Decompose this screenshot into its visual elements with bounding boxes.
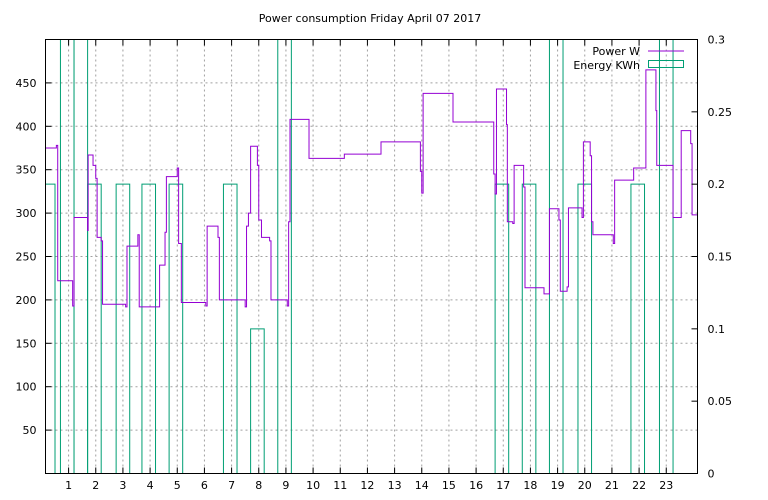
x-tick-label: 16 — [469, 479, 483, 492]
y2-tick-label: 0 — [708, 468, 715, 481]
y2-tick-label: 0.2 — [708, 178, 726, 191]
x-tick-label: 15 — [442, 479, 456, 492]
x-tick-label: 12 — [360, 479, 374, 492]
y2-tick-label: 0.15 — [708, 251, 733, 264]
x-tick-label: 21 — [605, 479, 619, 492]
x-tick-label: 1 — [65, 479, 72, 492]
x-tick-label: 19 — [551, 479, 565, 492]
energy-bar — [168, 183, 184, 474]
x-tick-label: 11 — [333, 479, 347, 492]
grid-layer — [45, 39, 698, 474]
energy-bar — [630, 183, 646, 474]
chart-title: Power consumption Friday April 07 2017 — [259, 12, 481, 25]
energy-bar — [577, 183, 593, 474]
y2-tick-label: 0.1 — [708, 323, 726, 336]
x-tick-label: 14 — [415, 479, 429, 492]
y2-tick-label: 0.3 — [708, 34, 726, 47]
x-tick-label: 2 — [92, 479, 99, 492]
x-tick-label: 7 — [228, 479, 235, 492]
x-tick-label: 6 — [201, 479, 208, 492]
axis-ticks: 1 2 3 4 5 6 7 8 9 10 11 12 13 14 15 16 17 18 19 20 21 22 23501… — [16, 34, 733, 493]
y2-tick-label: 0.05 — [708, 395, 733, 408]
y-tick-label: 250 — [16, 251, 37, 264]
x-tick-label: 9 — [282, 479, 289, 492]
y-tick-label: 350 — [16, 164, 37, 177]
legend: Power W Energy KWh — [573, 45, 684, 72]
legend-label-power: Power W — [592, 45, 640, 58]
y-tick-label: 200 — [16, 294, 37, 307]
energy-bar — [115, 183, 131, 474]
x-tick-label: 23 — [659, 479, 673, 492]
legend-label-energy: Energy KWh — [573, 59, 640, 72]
power-series-line — [45, 69, 698, 308]
y-tick-label: 150 — [16, 337, 37, 350]
x-tick-label: 5 — [174, 479, 181, 492]
x-tick-label: 3 — [119, 479, 126, 492]
x-tick-label: 8 — [255, 479, 262, 492]
y2-tick-label: 0.25 — [708, 106, 733, 119]
x-tick-label: 10 — [306, 479, 320, 492]
energy-bar — [277, 39, 292, 474]
y-tick-label: 300 — [16, 207, 37, 220]
x-tick-label: 22 — [632, 479, 646, 492]
energy-bar — [87, 183, 102, 474]
energy-bar — [250, 328, 265, 474]
y-tick-label: 100 — [16, 381, 37, 394]
x-tick-label: 18 — [523, 479, 537, 492]
energy-bar — [222, 183, 238, 474]
energy-bar — [494, 183, 510, 474]
y-tick-label: 450 — [16, 77, 37, 90]
x-tick-label: 20 — [578, 479, 592, 492]
energy-bar — [521, 183, 537, 474]
power-line — [45, 69, 698, 308]
y-tick-label: 50 — [23, 424, 37, 437]
x-tick-label: 13 — [388, 479, 402, 492]
x-tick-label: 4 — [147, 479, 154, 492]
energy-bar — [141, 183, 157, 474]
legend-swatch-energy — [648, 60, 684, 68]
y-tick-label: 400 — [16, 120, 37, 133]
x-tick-label: 17 — [496, 479, 510, 492]
